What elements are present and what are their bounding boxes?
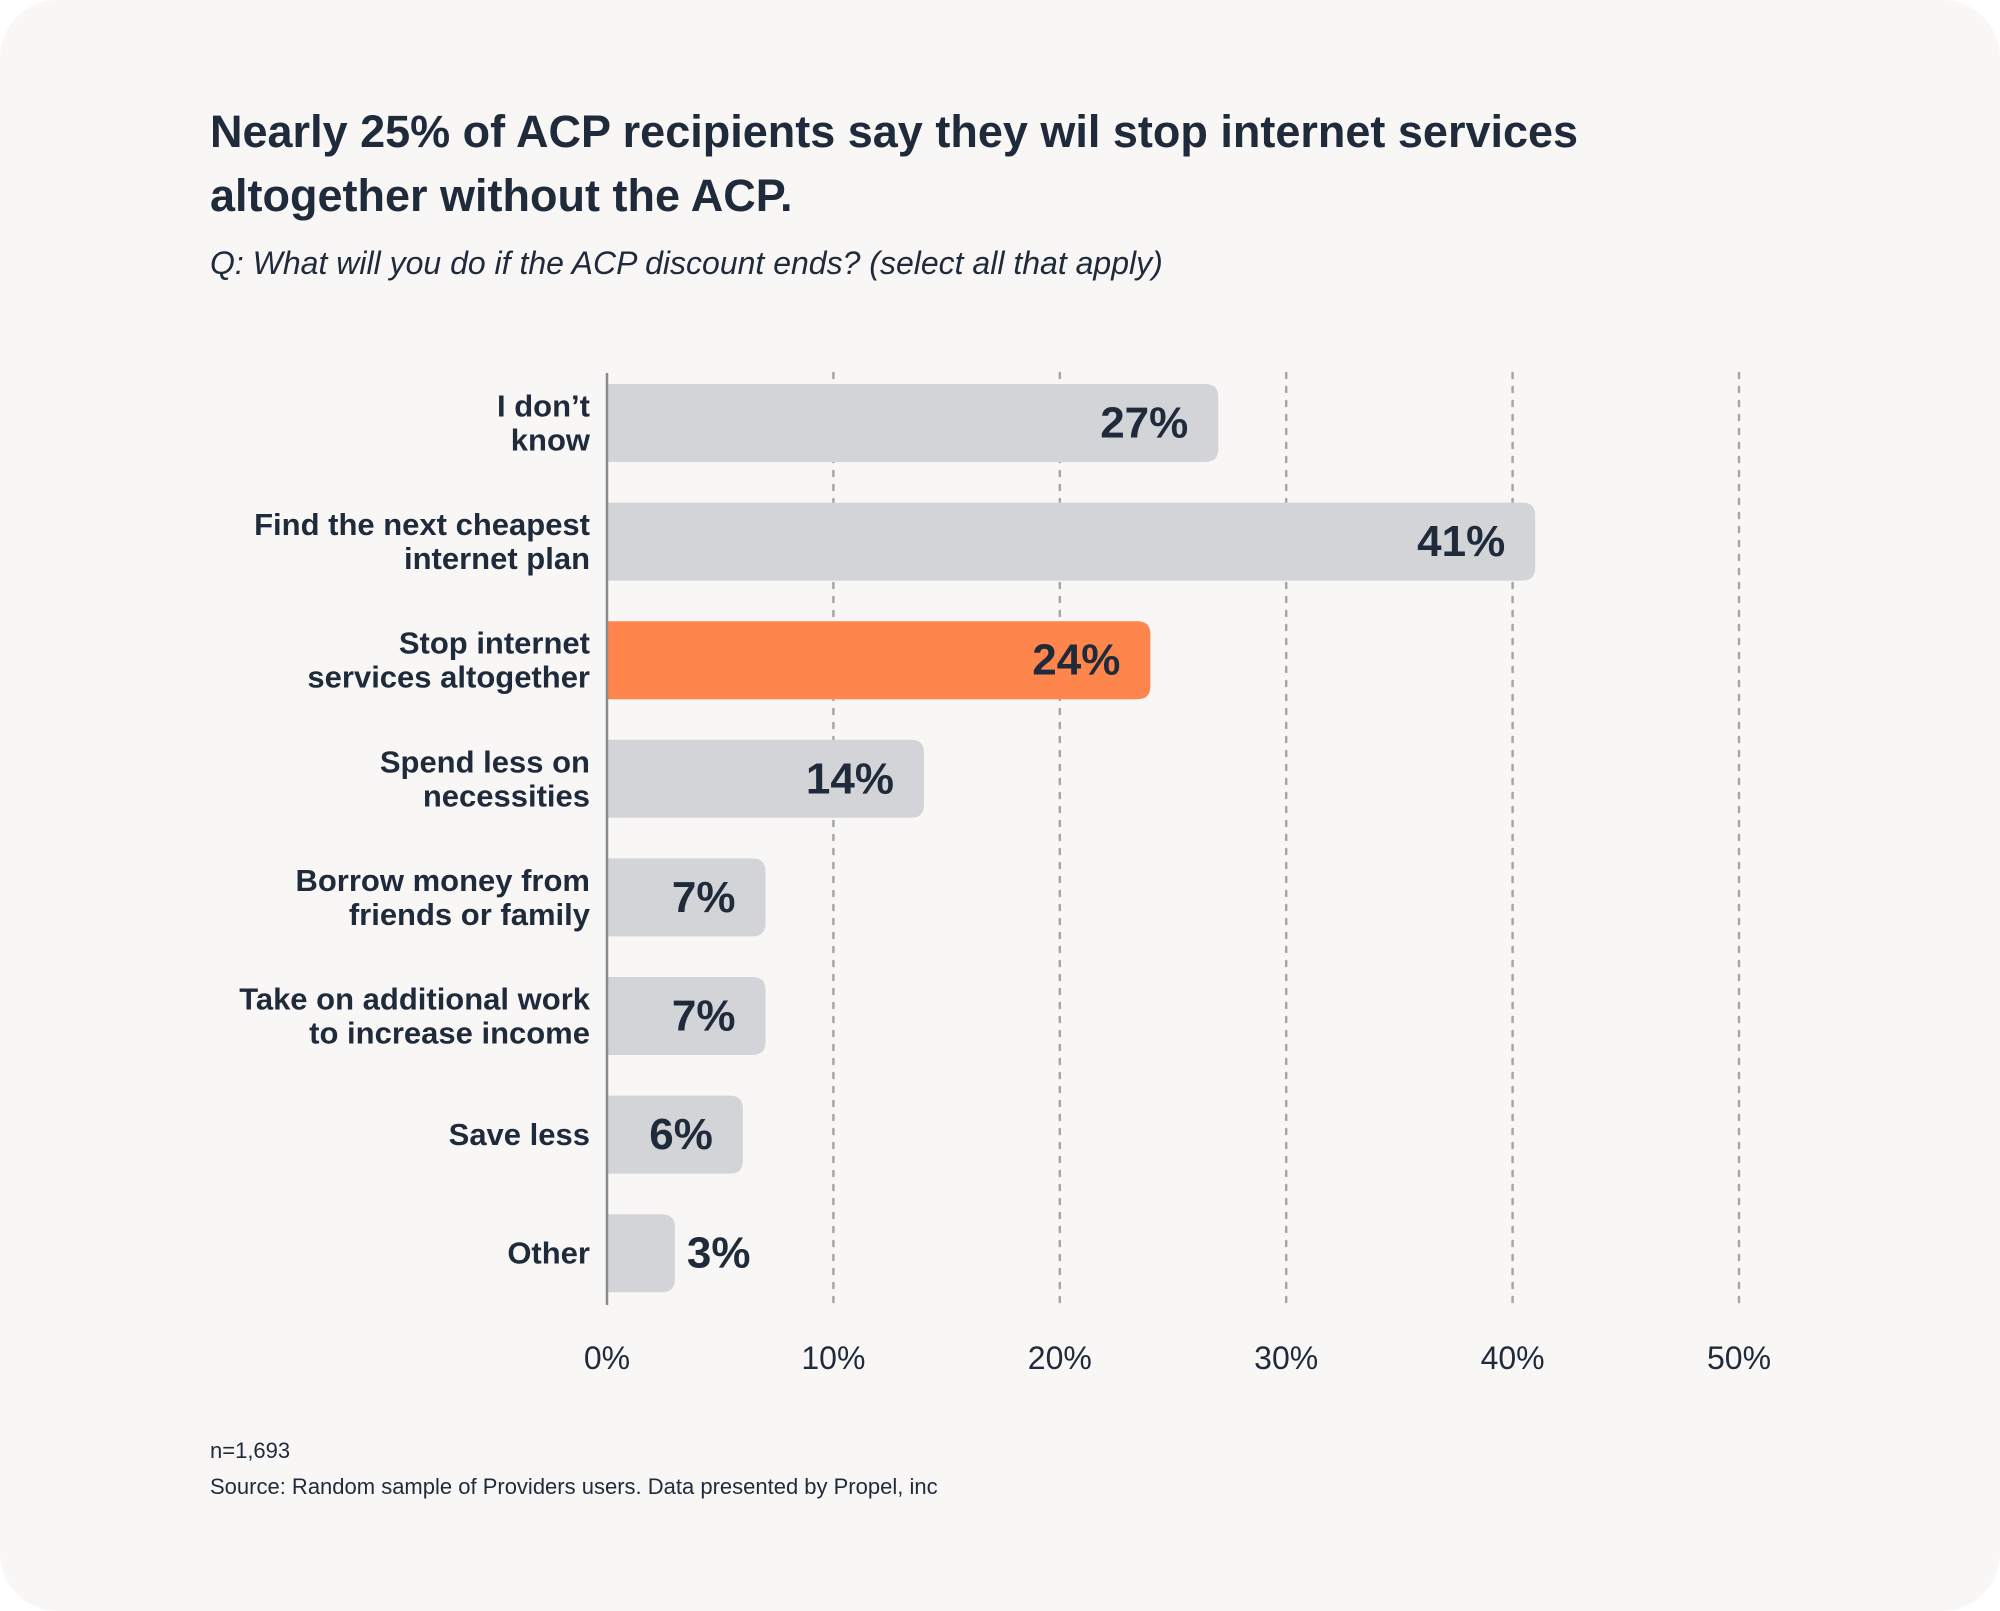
x-tick-label-0: 0% bbox=[584, 1340, 630, 1376]
category-label-borrow-money-from-friends-or-family: Borrow money from friends or family bbox=[295, 863, 590, 932]
category-label-line: Stop internet bbox=[399, 626, 590, 661]
bar-stop-internet-services-altogether bbox=[607, 621, 1151, 700]
value-label-borrow-money-from-friends-or-family: 7% bbox=[672, 873, 736, 922]
bars: 27% 41% 24% 14% 7% 7% 6% 3% bbox=[607, 384, 1536, 1293]
bar-find-the-next-cheapest-internet-plan bbox=[607, 502, 1536, 581]
x-tick-label-50: 50% bbox=[1707, 1340, 1771, 1376]
category-label-line: Find the next cheapest bbox=[254, 507, 590, 542]
category-label-line: to increase income bbox=[309, 1016, 590, 1051]
value-label-other: 3% bbox=[687, 1229, 751, 1278]
category-label-line: Save less bbox=[449, 1117, 590, 1152]
category-label-stop-internet-services-altogether: Stop internet services altogether bbox=[307, 626, 590, 695]
bar-borrow-money-from-friends-or-family bbox=[607, 858, 766, 937]
x-tick-label-20: 20% bbox=[1028, 1340, 1092, 1376]
bar-take-on-additional-work-to-increase-income bbox=[607, 977, 766, 1055]
value-label-save-less: 6% bbox=[649, 1110, 713, 1159]
bar-spend-less-on-necessities bbox=[607, 739, 924, 818]
category-label-line: know bbox=[511, 423, 591, 458]
value-label-take-on-additional-work-to-increase-income: 7% bbox=[672, 992, 736, 1041]
bar-save-less bbox=[607, 1095, 743, 1174]
value-label-stop-internet-services-altogether: 24% bbox=[1032, 636, 1120, 685]
category-label-line: Take on additional work bbox=[239, 982, 591, 1017]
category-label-line: Borrow money from bbox=[295, 863, 590, 898]
bar-other bbox=[607, 1214, 675, 1293]
category-labels: I don’t know Find the next cheapest interne… bbox=[239, 389, 591, 1271]
category-label-spend-less-on-necessities: Spend less on necessities bbox=[380, 744, 590, 813]
category-label-line: necessities bbox=[423, 778, 590, 813]
value-label-spend-less-on-necessities: 14% bbox=[806, 754, 894, 803]
category-label-line: I don’t bbox=[497, 389, 590, 424]
category-label-take-on-additional-work-to-increase-income: Take on additional work to increase incom… bbox=[239, 982, 591, 1051]
category-label-line: internet plan bbox=[404, 541, 590, 576]
bar-i-don-t-know bbox=[607, 384, 1219, 462]
x-axis-ticks: 0% 10% 20% 30% 40% 50% bbox=[584, 1340, 1771, 1376]
x-tick-label-40: 40% bbox=[1481, 1340, 1545, 1376]
category-label-line: Other bbox=[507, 1236, 590, 1271]
value-label-i-don-t-know: 27% bbox=[1100, 399, 1188, 448]
category-label-find-the-next-cheapest-internet-plan: Find the next cheapest internet plan bbox=[254, 507, 590, 576]
category-label-line: Spend less on bbox=[380, 744, 590, 779]
x-tick-label-30: 30% bbox=[1254, 1340, 1318, 1376]
category-label-save-less: Save less bbox=[449, 1117, 590, 1152]
value-label-find-the-next-cheapest-internet-plan: 41% bbox=[1417, 517, 1505, 566]
sample-size-note: n=1,693 bbox=[210, 1438, 291, 1463]
category-label-line: services altogether bbox=[307, 660, 590, 695]
category-label-other: Other bbox=[507, 1236, 590, 1271]
chart-subtitle: Q: What will you do if the ACP discount … bbox=[210, 245, 1163, 281]
source-note: Source: Random sample of Providers users… bbox=[210, 1474, 938, 1499]
chart-title: Nearly 25% of ACP recipients say they wi… bbox=[210, 106, 1579, 221]
category-label-i-don-t-know: I don’t know bbox=[497, 389, 591, 458]
x-tick-label-10: 10% bbox=[801, 1340, 865, 1376]
category-label-line: friends or family bbox=[349, 897, 591, 932]
